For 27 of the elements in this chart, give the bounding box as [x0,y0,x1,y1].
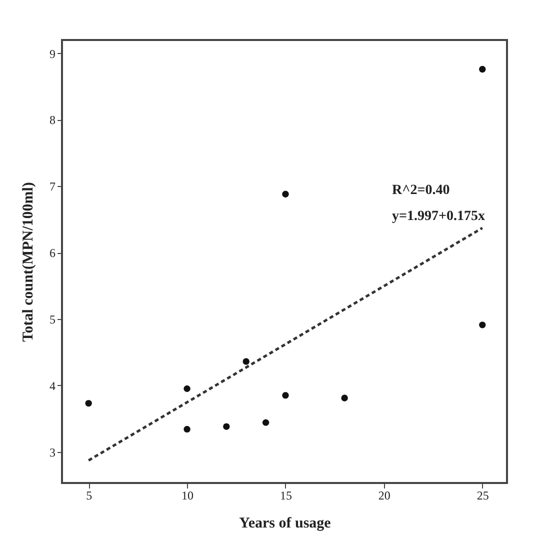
point [184,385,190,392]
x-tick-label: 5 [86,488,92,502]
point [223,423,230,430]
y-tick-label: 5 [50,312,56,326]
x-tick-label: 25 [476,488,489,502]
annotation: R^2=0.40 [392,183,450,198]
x-tick-label: 10 [182,488,194,502]
y-tick-label: 6 [50,246,56,260]
point [85,400,92,407]
y-tick-label: 8 [50,113,56,128]
y-tick-label: 4 [50,378,56,393]
annotation: y=1.997+0.175x [392,209,485,224]
x-tick-label: 15 [280,488,292,502]
y-axis-title: Total count(MPN/100ml) [20,182,36,342]
point [479,66,486,73]
y-tick-label: 3 [50,445,56,460]
x-axis-title: Years of usage [239,516,332,532]
point [184,426,190,433]
point [282,190,289,198]
point [242,358,250,365]
point [341,394,348,402]
point [479,322,486,328]
y-tick-label: 9 [50,46,56,61]
point [282,392,289,399]
x-tick-label: 20 [378,488,390,502]
y-tick-label: 7 [50,180,56,194]
point [262,419,270,426]
